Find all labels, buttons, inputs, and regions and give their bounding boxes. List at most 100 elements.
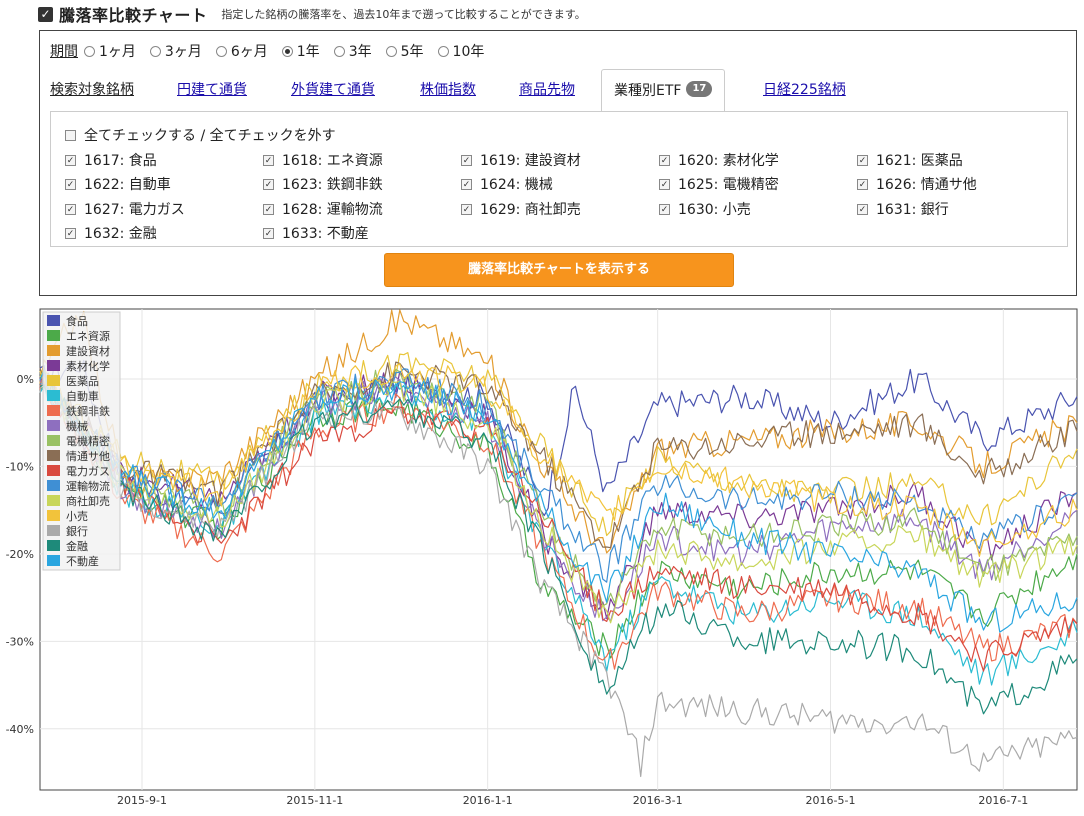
checkbox-icon[interactable]: ✓ bbox=[461, 203, 472, 215]
legend-label: 商社卸売 bbox=[66, 494, 110, 508]
checkbox-icon[interactable]: ✓ bbox=[857, 178, 868, 190]
legend-label: 鉄鋼非鉄 bbox=[66, 404, 110, 418]
checkbox-icon[interactable]: ✓ bbox=[263, 227, 274, 239]
etf-label: 1633: 不動産 bbox=[282, 226, 369, 242]
checkbox-icon[interactable]: ✓ bbox=[263, 154, 274, 166]
tab-stock-index[interactable]: 株価指数 bbox=[420, 82, 476, 98]
series-line bbox=[39, 382, 1078, 715]
check-all-toggle[interactable]: 全てチェックする / 全てチェックを外す bbox=[65, 125, 336, 145]
etf-checkbox-item[interactable]: ✓ 1619: 建設資材 bbox=[461, 150, 581, 170]
checkbox-icon[interactable]: ✓ bbox=[857, 154, 868, 166]
tab-foreign-currency[interactable]: 外貨建て通貨 bbox=[291, 82, 375, 98]
tab-sector-etf[interactable]: 業種別ETF 17 bbox=[601, 69, 726, 111]
chart-svg: 2015-9-1 2015-11-1 2016-1-1 2016-3-1 2016-5-… bbox=[6, 308, 1078, 807]
checkbox-icon[interactable]: ✓ bbox=[65, 203, 76, 215]
etf-label: 1631: 銀行 bbox=[876, 202, 949, 218]
tab-search-targets[interactable]: 検索対象銘柄 bbox=[50, 82, 134, 98]
series-line bbox=[39, 370, 1078, 672]
checkbox-icon[interactable]: ✓ bbox=[461, 154, 472, 166]
etf-checkbox-item[interactable]: ✓ 1629: 商社卸売 bbox=[461, 199, 581, 219]
x-tick-label: 2015-11-1 bbox=[286, 794, 343, 807]
legend-swatch bbox=[47, 465, 60, 476]
period-option-5y[interactable]: 5年 bbox=[385, 41, 424, 61]
period-option-6m[interactable]: 6ヶ月 bbox=[215, 41, 268, 61]
settings-panel: 期間 1ヶ月 3ヶ月 6ヶ月 1年 3年 5年 10年 検索対象銘柄 円建て通貨… bbox=[39, 30, 1077, 296]
period-option-3m[interactable]: 3ヶ月 bbox=[149, 41, 202, 61]
x-tick-label: 2015-9-1 bbox=[117, 794, 167, 807]
legend-label: 銀行 bbox=[66, 524, 88, 538]
etf-label: 1617: 食品 bbox=[84, 153, 157, 169]
x-tick-label: 2016-5-1 bbox=[806, 794, 856, 807]
etf-checkbox-item[interactable]: ✓ 1623: 鉄鋼非鉄 bbox=[263, 174, 383, 194]
checkbox-icon[interactable]: ✓ bbox=[65, 154, 76, 166]
etf-checkbox-item[interactable]: ✓ 1624: 機械 bbox=[461, 174, 553, 194]
etf-label: 1623: 鉄鋼非鉄 bbox=[282, 177, 383, 193]
series-lines bbox=[39, 309, 1078, 778]
y-tick-label: -40% bbox=[6, 723, 34, 736]
period-option-1y[interactable]: 1年 bbox=[281, 41, 320, 61]
radio-icon[interactable] bbox=[149, 45, 161, 57]
performance-chart: 2015-9-1 2015-11-1 2016-1-1 2016-3-1 2016-5-… bbox=[0, 300, 1084, 812]
checkbox-icon[interactable]: ✓ bbox=[659, 154, 670, 166]
checkbox-icon[interactable]: ✓ bbox=[263, 203, 274, 215]
etf-checkbox-item[interactable]: ✓ 1628: 運輸物流 bbox=[263, 199, 383, 219]
chart-legend: 食品エネ資源建設資材素材化学医薬品自動車鉄鋼非鉄機械電機精密情通サ他電力ガス運輸… bbox=[42, 311, 121, 571]
legend-label: 小売 bbox=[66, 510, 88, 523]
legend-swatch bbox=[47, 495, 60, 506]
checkbox-icon[interactable] bbox=[65, 129, 76, 141]
radio-selected-icon[interactable] bbox=[281, 45, 293, 57]
etf-checkbox-item[interactable]: ✓ 1630: 小売 bbox=[659, 199, 751, 219]
checkbox-icon[interactable]: ✓ bbox=[65, 178, 76, 190]
series-line bbox=[39, 361, 1078, 549]
etf-checkbox-item[interactable]: ✓ 1620: 素材化学 bbox=[659, 150, 779, 170]
checkbox-icon[interactable]: ✓ bbox=[857, 203, 868, 215]
radio-icon[interactable] bbox=[437, 45, 449, 57]
legend-swatch bbox=[47, 390, 60, 401]
legend-label: 機械 bbox=[66, 419, 88, 433]
legend-label: 電力ガス bbox=[66, 465, 110, 478]
radio-icon[interactable] bbox=[385, 45, 397, 57]
etf-label: 1618: エネ資源 bbox=[282, 153, 383, 169]
checkbox-icon[interactable]: ✓ bbox=[659, 203, 670, 215]
period-option-3y[interactable]: 3年 bbox=[333, 41, 372, 61]
checkbox-icon[interactable]: ✓ bbox=[263, 178, 274, 190]
etf-checkbox-item[interactable]: ✓ 1631: 銀行 bbox=[857, 199, 949, 219]
etf-checkbox-item[interactable]: ✓ 1621: 医薬品 bbox=[857, 150, 963, 170]
legend-swatch bbox=[47, 510, 60, 521]
etf-checkbox-item[interactable]: ✓ 1627: 電力ガス bbox=[65, 199, 185, 219]
etf-label: 1632: 金融 bbox=[84, 226, 157, 242]
period-option-10y[interactable]: 10年 bbox=[437, 41, 484, 61]
legend-swatch bbox=[47, 405, 60, 416]
radio-icon[interactable] bbox=[333, 45, 345, 57]
legend-swatch bbox=[47, 375, 60, 386]
y-tick-label: 0% bbox=[17, 373, 34, 386]
series-line bbox=[39, 309, 1078, 554]
etf-checkbox-item[interactable]: ✓ 1622: 自動車 bbox=[65, 174, 171, 194]
checkbox-icon[interactable]: ✓ bbox=[659, 178, 670, 190]
show-chart-button[interactable]: 騰落率比較チャートを表示する bbox=[384, 253, 734, 287]
etf-checkbox-item[interactable]: ✓ 1633: 不動産 bbox=[263, 223, 369, 243]
checkbox-icon[interactable]: ✓ bbox=[461, 178, 472, 190]
tab-yen-currency[interactable]: 円建て通貨 bbox=[177, 82, 247, 98]
period-option-1m[interactable]: 1ヶ月 bbox=[84, 41, 136, 61]
radio-icon[interactable] bbox=[84, 45, 95, 57]
etf-checkbox-item[interactable]: ✓ 1625: 電機精密 bbox=[659, 174, 779, 194]
etf-checkbox-item[interactable]: ✓ 1617: 食品 bbox=[65, 150, 157, 170]
etf-checkbox-item[interactable]: ✓ 1626: 情通サ他 bbox=[857, 174, 977, 194]
header-checkbox[interactable]: ✓ bbox=[38, 6, 53, 22]
legend-label: エネ資源 bbox=[66, 329, 110, 343]
category-tabs: 検索対象銘柄 円建て通貨 外貨建て通貨 株価指数 商品先物 業種別ETF 17 … bbox=[50, 69, 1068, 111]
tab-commodity-futures[interactable]: 商品先物 bbox=[519, 82, 575, 98]
checkbox-icon[interactable]: ✓ bbox=[65, 227, 76, 239]
etf-label: 1627: 電力ガス bbox=[84, 202, 185, 218]
radio-icon[interactable] bbox=[215, 45, 227, 57]
etf-checkbox-item[interactable]: ✓ 1618: エネ資源 bbox=[263, 150, 383, 170]
etf-label: 1621: 医薬品 bbox=[876, 153, 963, 169]
series-line bbox=[39, 368, 1078, 583]
tab-sector-etf-label: 業種別ETF bbox=[614, 83, 682, 99]
x-tick-label: 2016-3-1 bbox=[633, 794, 683, 807]
etf-checkbox-item[interactable]: ✓ 1632: 金融 bbox=[65, 223, 157, 243]
tab-nikkei225[interactable]: 日経225銘柄 bbox=[763, 82, 846, 98]
legend-label: 医薬品 bbox=[66, 375, 99, 388]
series-line bbox=[39, 363, 1078, 557]
